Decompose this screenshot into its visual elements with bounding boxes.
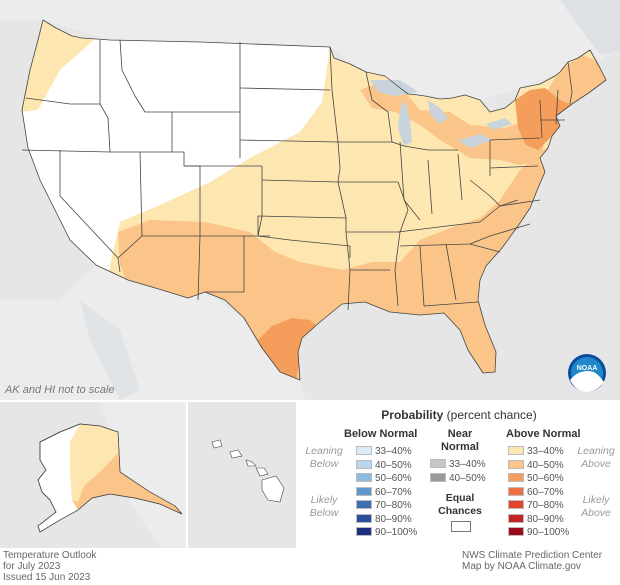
footer-line2: for July 2023	[3, 561, 61, 572]
great-lakes	[370, 80, 512, 148]
noaa-logo: NOAA	[568, 354, 606, 392]
below-legend-row: 90–100%	[356, 527, 417, 538]
leaning-below-label: Leaning Below	[305, 445, 343, 470]
above-swatch	[508, 500, 524, 509]
above-swatch	[508, 527, 524, 536]
above-legend-row: 70–80%	[508, 500, 564, 511]
outlook-title: Temperature Outlook for July 2023 Issued…	[3, 550, 96, 583]
below-legend-row: 40–50%	[356, 459, 412, 471]
above-range-label: 60–70%	[527, 486, 564, 498]
state-borders	[21, 19, 607, 381]
below-range-label: 80–90%	[375, 513, 412, 525]
below-swatch	[356, 486, 372, 496]
above-range-label: 50–60%	[527, 473, 564, 484]
below-range-label: 40–50%	[375, 459, 412, 471]
below-heading: Below Normal	[344, 428, 418, 440]
near-range-label: 33–40%	[449, 459, 486, 470]
above-range-label: 80–90%	[527, 513, 564, 525]
below-range-label: 33–40%	[375, 446, 412, 457]
credit-line1: NWS Climate Prediction Center	[462, 550, 603, 561]
credit-line2: Map by NOAA Climate.gov	[462, 561, 581, 572]
below-swatch	[356, 513, 372, 523]
above-swatch	[508, 486, 524, 496]
below-range-label: 60–70%	[375, 486, 412, 498]
below-legend-row: 50–60%	[356, 473, 412, 484]
above-legend-row: 90–100%	[508, 527, 569, 538]
legend: Probability (percent chance) Below Norma…	[298, 402, 620, 548]
legend-title-main: Probability	[381, 408, 444, 422]
equal-chances-label: Equal Chances	[438, 492, 482, 517]
below-legend-row: 60–70%	[356, 486, 412, 498]
below-range-label: 50–60%	[375, 473, 412, 484]
above-swatch	[508, 513, 524, 523]
above-legend-row: 80–90%	[508, 513, 564, 525]
below-range-label: 90–100%	[375, 527, 418, 538]
below-swatch	[356, 459, 372, 469]
near-swatch	[430, 459, 446, 468]
footer-line3: Issued 15 Jun 2023	[3, 572, 91, 583]
credits: NWS Climate Prediction Center Map by NOA…	[462, 550, 602, 572]
near-heading: Near Normal	[441, 428, 479, 453]
above-legend-row: 40–50%	[508, 459, 564, 471]
above-swatch	[508, 473, 524, 482]
above-range-label: 40–50%	[527, 459, 564, 471]
below-legend-row: 80–90%	[356, 513, 412, 525]
alaska-hawaii-insets	[0, 402, 296, 548]
above-range-label: 90–100%	[527, 527, 570, 538]
scale-note: AK and HI not to scale	[5, 384, 115, 396]
noaa-logo-text: NOAA	[577, 365, 598, 372]
above-legend-row: 33–40%	[508, 446, 564, 457]
legend-title: Probability (percent chance)	[298, 408, 620, 422]
above-heading: Above Normal	[506, 428, 581, 440]
likely-below-label: Likely Below	[309, 494, 339, 519]
below-legend-row: 33–40%	[356, 446, 412, 457]
above-range-label: 70–80%	[527, 500, 564, 511]
legend-title-sub: (percent chance)	[446, 408, 537, 422]
below-swatch	[356, 527, 372, 536]
equal-chances-swatch	[451, 521, 471, 532]
footer-line1: Temperature Outlook	[3, 550, 97, 561]
below-legend-row: 70–80%	[356, 500, 412, 511]
above-range-label: 33–40%	[527, 446, 564, 457]
above-33-40-nw	[22, 20, 96, 112]
above-50-60-ne	[515, 88, 585, 150]
near-legend-row: 33–40%	[430, 459, 486, 470]
below-swatch	[356, 473, 372, 482]
above-legend-row: 60–70%	[508, 486, 564, 498]
below-range-label: 70–80%	[375, 500, 412, 511]
above-swatch	[508, 446, 524, 455]
above-legend-row: 50–60%	[508, 473, 564, 484]
above-swatch	[508, 459, 524, 469]
near-legend-row: 40–50%	[430, 472, 486, 484]
conus-map: NOAA	[0, 0, 620, 400]
leaning-above-label: Leaning Above	[577, 445, 615, 470]
near-range-label: 40–50%	[449, 472, 486, 484]
near-swatch	[430, 472, 446, 482]
below-swatch	[356, 500, 372, 509]
below-swatch	[356, 446, 372, 455]
likely-above-label: Likely Above	[581, 494, 611, 519]
hawaii-shapes	[211, 439, 285, 503]
